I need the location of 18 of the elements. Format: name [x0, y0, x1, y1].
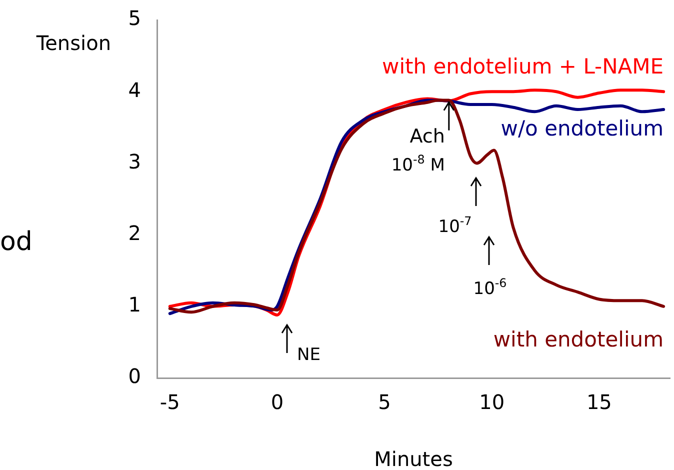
y-tick-label: 1: [128, 292, 141, 317]
text: od: [0, 227, 32, 257]
series-label: with endotelium + L-NAME: [382, 54, 664, 79]
y-tick-label: 2: [128, 221, 141, 246]
x-tick-label: -5: [160, 390, 180, 414]
y-tick-label: 5: [128, 6, 141, 30]
series-label: with endotelium: [493, 327, 664, 352]
annotation: NE: [297, 345, 320, 365]
x-tick-label: 0: [270, 390, 284, 414]
y-tick-label: 0: [128, 364, 141, 388]
series-label: w/o endotelium: [500, 116, 664, 140]
x-axis-title: Minutes: [374, 447, 453, 470]
y-tick-label: 4: [128, 78, 141, 102]
y-tick-label: 3: [128, 149, 141, 174]
y-axis-title: Tension: [35, 31, 111, 55]
x-tick-label: 15: [586, 390, 612, 414]
x-tick-label: 10: [479, 390, 505, 414]
x-tick-label: 5: [378, 390, 391, 414]
